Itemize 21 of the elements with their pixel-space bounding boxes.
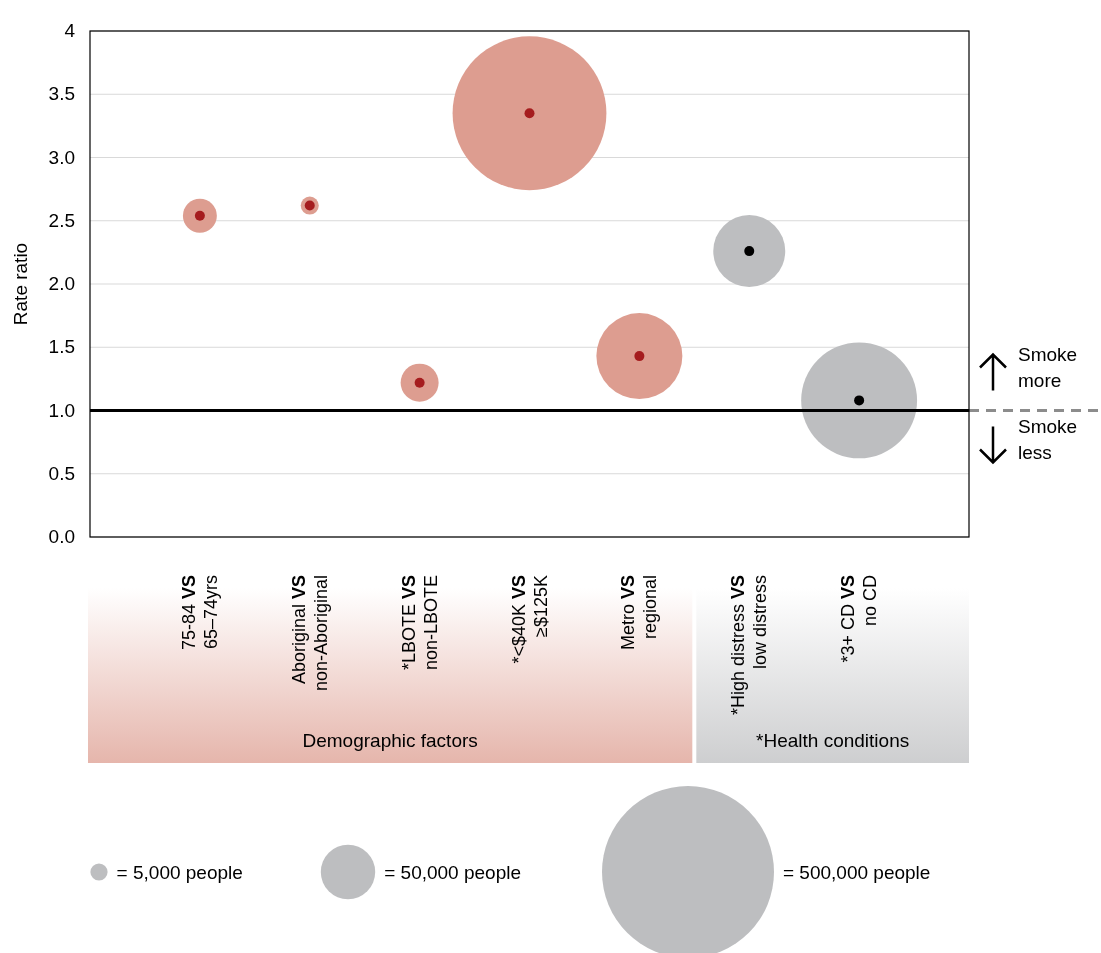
y-tick-label: 2.0	[48, 273, 75, 294]
text: *Health conditions	[756, 730, 910, 751]
y-tick-label: 3.5	[48, 83, 75, 105]
y-tick-label: 0.5	[48, 462, 75, 484]
point	[854, 395, 865, 406]
point	[634, 351, 645, 362]
point	[524, 108, 535, 119]
y-tick-label: 2.5	[48, 209, 75, 231]
y-tick-label: 0.0	[48, 526, 75, 547]
y-tick-label: 1.5	[48, 336, 75, 358]
text: Smoke more	[1018, 343, 1078, 391]
legend-label: = 500,000 people	[783, 862, 931, 883]
text: Smoke less	[1018, 415, 1078, 463]
point	[744, 246, 755, 257]
legend-label: = 50,000 people	[384, 862, 522, 883]
y-tick-label: 3.0	[48, 146, 75, 168]
y-axis-title: Rate ratio	[10, 242, 31, 326]
legend-label: = 5,000 people	[116, 862, 243, 883]
y-tick-label: 4	[64, 20, 76, 41]
text: Demographic factors	[302, 730, 478, 751]
y-tick-label: 1.0	[48, 399, 75, 421]
